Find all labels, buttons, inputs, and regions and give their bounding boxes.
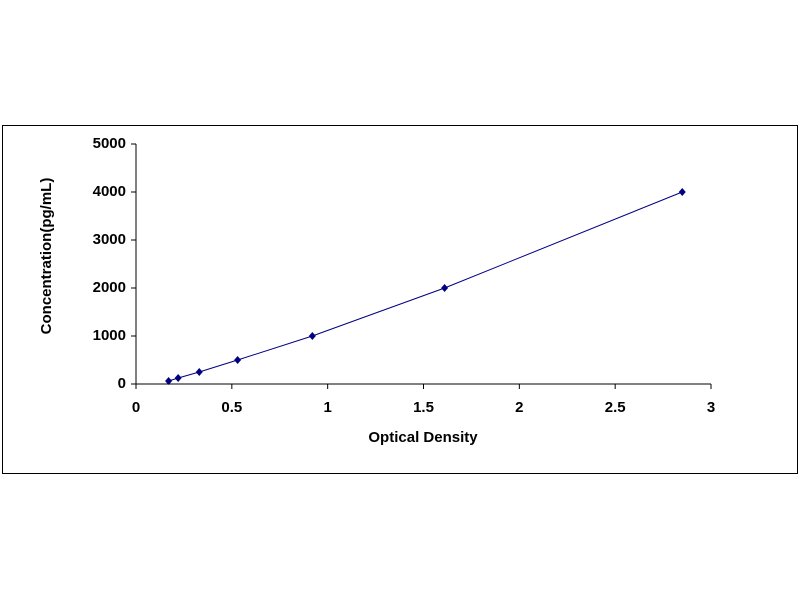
point — [195, 368, 203, 376]
point — [441, 284, 449, 292]
x-tick-label: 1.5 — [413, 399, 434, 416]
point — [234, 356, 242, 364]
x-tick-label: 3 — [707, 399, 715, 416]
y-tick-label: 2000 — [93, 279, 126, 296]
x-tick-label: 2 — [515, 399, 523, 416]
point — [165, 377, 173, 385]
point — [678, 188, 686, 196]
x-tick-label: 0 — [132, 399, 140, 416]
chart-frame — [2, 125, 798, 474]
y-axis-title: Concentration(pg/mL) — [38, 178, 55, 335]
y-tick-label: 1000 — [93, 327, 126, 344]
point — [174, 374, 182, 382]
x-tick-label: 2.5 — [605, 399, 626, 416]
x-tick-label: 1 — [323, 399, 331, 416]
point — [308, 332, 316, 340]
y-tick-label: 4000 — [93, 183, 126, 200]
x-tick-label: 0.5 — [221, 399, 242, 416]
y-tick-label: 5000 — [93, 135, 126, 152]
x-axis-title: Optical Density — [368, 429, 478, 446]
y-tick-label: 3000 — [93, 231, 126, 248]
y-tick-label: 0 — [118, 375, 126, 392]
